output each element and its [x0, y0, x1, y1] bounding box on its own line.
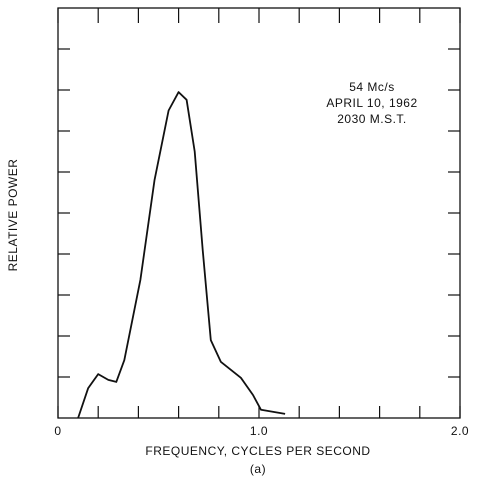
plot-frame [57, 7, 461, 419]
x-tick-label: 0 [54, 424, 61, 438]
caption: (a) [250, 462, 266, 476]
data-line [77, 91, 286, 419]
x-tick-label: 2.0 [451, 424, 469, 438]
x-tick-label: 1.0 [250, 424, 268, 438]
annotation: APRIL 10, 1962 [326, 96, 417, 110]
y-axis-label: RELATIVE POWER [6, 159, 20, 272]
x-axis-label: FREQUENCY, CYCLES PER SECOND [145, 444, 370, 458]
annotation: 54 Mc/s [349, 80, 395, 94]
annotation: 2030 M.S.T. [337, 112, 407, 126]
